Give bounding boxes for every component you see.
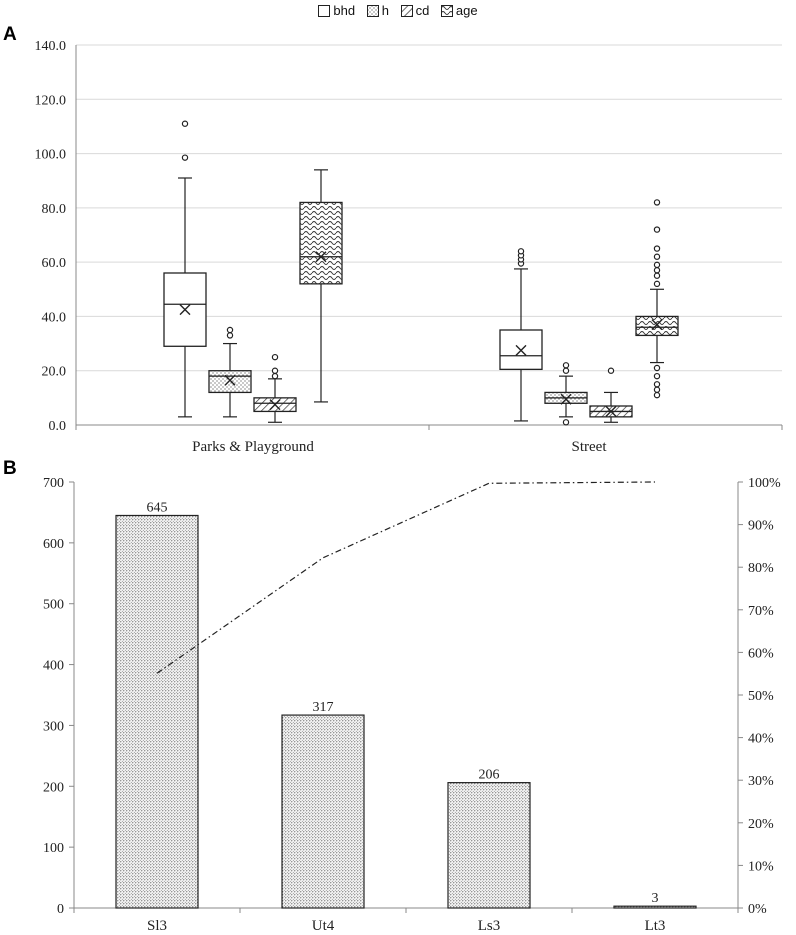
legend-swatch-age — [440, 5, 453, 18]
bar-value-label: 206 — [479, 768, 500, 783]
y-tick-label-right: 70% — [748, 604, 774, 619]
outlier-point — [226, 332, 234, 339]
outlier-point — [653, 372, 661, 380]
y-tick-label-right: 10% — [748, 859, 774, 874]
mean-marker — [651, 319, 663, 331]
outlier-point — [562, 362, 570, 369]
y-tick-label: 100.0 — [35, 148, 67, 163]
y-tick-label: 20.0 — [42, 365, 67, 380]
y-tick-label-right: 0% — [748, 902, 767, 917]
y-tick-label: 60.0 — [42, 256, 67, 271]
y-tick-label-left: 600 — [43, 537, 64, 552]
y-tick-label-right: 100% — [748, 476, 781, 491]
mean-marker — [560, 393, 572, 405]
legend-item-age: age — [440, 3, 478, 19]
legend-swatch-h — [366, 5, 379, 18]
outlier-point — [271, 353, 279, 361]
outlier-point — [653, 199, 661, 206]
outlier-point — [653, 381, 661, 388]
panel-label-a: A — [3, 24, 17, 45]
y-tick-label-right: 50% — [748, 689, 774, 704]
y-tick-label: 120.0 — [35, 93, 67, 108]
pareto-panel: 0 100 200 300 400 500 600 700 0% 10% 20% 30% 40% 50% 6… — [43, 476, 781, 934]
bar-value-label: 317 — [313, 700, 334, 715]
y-tick-label-left: 0 — [57, 902, 64, 917]
y-tick-label: 80.0 — [42, 202, 67, 217]
mean-marker — [179, 304, 191, 316]
legend-swatch-cd — [400, 5, 413, 18]
x-category-label: Parks & Playground — [192, 439, 314, 455]
legend-label-cd: cd — [415, 3, 430, 19]
bar-Ut4 — [281, 714, 365, 909]
legend-item-h: h — [366, 3, 389, 19]
bar-Lt3 — [613, 905, 697, 909]
outlier-point — [226, 326, 234, 334]
y-tick-label-right: 60% — [748, 646, 774, 661]
box-bhd-1 — [499, 329, 543, 371]
chart-legend: bhd h cd age — [0, 2, 796, 18]
outlier-point — [562, 419, 570, 426]
bar-Sl3 — [115, 514, 199, 909]
outlier-point — [653, 280, 661, 288]
mean-marker — [269, 399, 281, 411]
outlier-point — [653, 245, 661, 252]
legend-item-bhd: bhd — [318, 3, 355, 18]
box-age-0 — [299, 201, 343, 285]
mean-marker — [224, 374, 236, 386]
y-tick-label-left: 500 — [43, 598, 64, 613]
x-category-label: Ut4 — [312, 918, 335, 934]
legend-item-cd: cd — [400, 3, 430, 19]
y-tick-label-right: 80% — [748, 561, 774, 576]
y-tick-label: 140.0 — [35, 39, 67, 54]
y-tick-label-left: 300 — [43, 719, 64, 734]
legend-label-bhd: bhd — [333, 3, 356, 19]
legend-label-age: age — [455, 3, 478, 19]
mean-marker — [315, 251, 327, 263]
outlier-point — [181, 120, 189, 127]
outlier-point — [607, 367, 615, 374]
legend-label-h: h — [381, 3, 389, 19]
outlier-point — [271, 372, 279, 380]
outlier-point — [653, 364, 661, 372]
outlier-point — [653, 226, 661, 233]
outlier-point — [653, 261, 661, 269]
y-tick-label-left: 400 — [43, 659, 64, 674]
y-tick-label-right: 90% — [748, 519, 774, 534]
outlier-point — [653, 386, 661, 393]
y-tick-label-right: 40% — [748, 732, 774, 747]
y-tick-label-left: 100 — [43, 841, 64, 856]
outlier-point — [653, 253, 661, 260]
x-category-label: Lt3 — [645, 918, 666, 934]
y-tick-label-left: 700 — [43, 476, 64, 491]
bar-value-label: 3 — [652, 891, 659, 906]
outlier-point — [271, 367, 279, 374]
cumulative-percent-line — [156, 481, 656, 674]
y-tick-label-right: 20% — [748, 817, 774, 832]
bar-Ls3 — [447, 782, 531, 909]
bar-value-label: 645 — [147, 500, 168, 515]
box-h-0 — [208, 370, 252, 394]
outlier-point — [562, 367, 570, 374]
panel-label-b: B — [3, 458, 17, 479]
mean-marker — [605, 405, 617, 417]
y-tick-label-left: 200 — [43, 780, 64, 795]
outlier-point — [653, 391, 661, 399]
y-tick-label: 0.0 — [49, 419, 67, 434]
x-category-label: Ls3 — [478, 918, 501, 934]
y-tick-label: 40.0 — [42, 310, 67, 325]
legend-swatch-bhd — [318, 5, 331, 18]
outlier-point — [653, 272, 661, 279]
outlier-point — [517, 248, 525, 255]
box-age-1 — [635, 315, 679, 337]
boxplot-panel: 0.0 20.0 40.0 60.0 80.0 100.0 120.0 140.0 Parks … — [35, 39, 783, 455]
x-category-label: Sl3 — [147, 918, 167, 934]
outlier-point — [181, 154, 189, 161]
y-tick-label-right: 30% — [748, 774, 774, 789]
outlier-point — [653, 267, 661, 274]
mean-marker — [515, 344, 527, 356]
x-category-label: Street — [572, 439, 608, 455]
